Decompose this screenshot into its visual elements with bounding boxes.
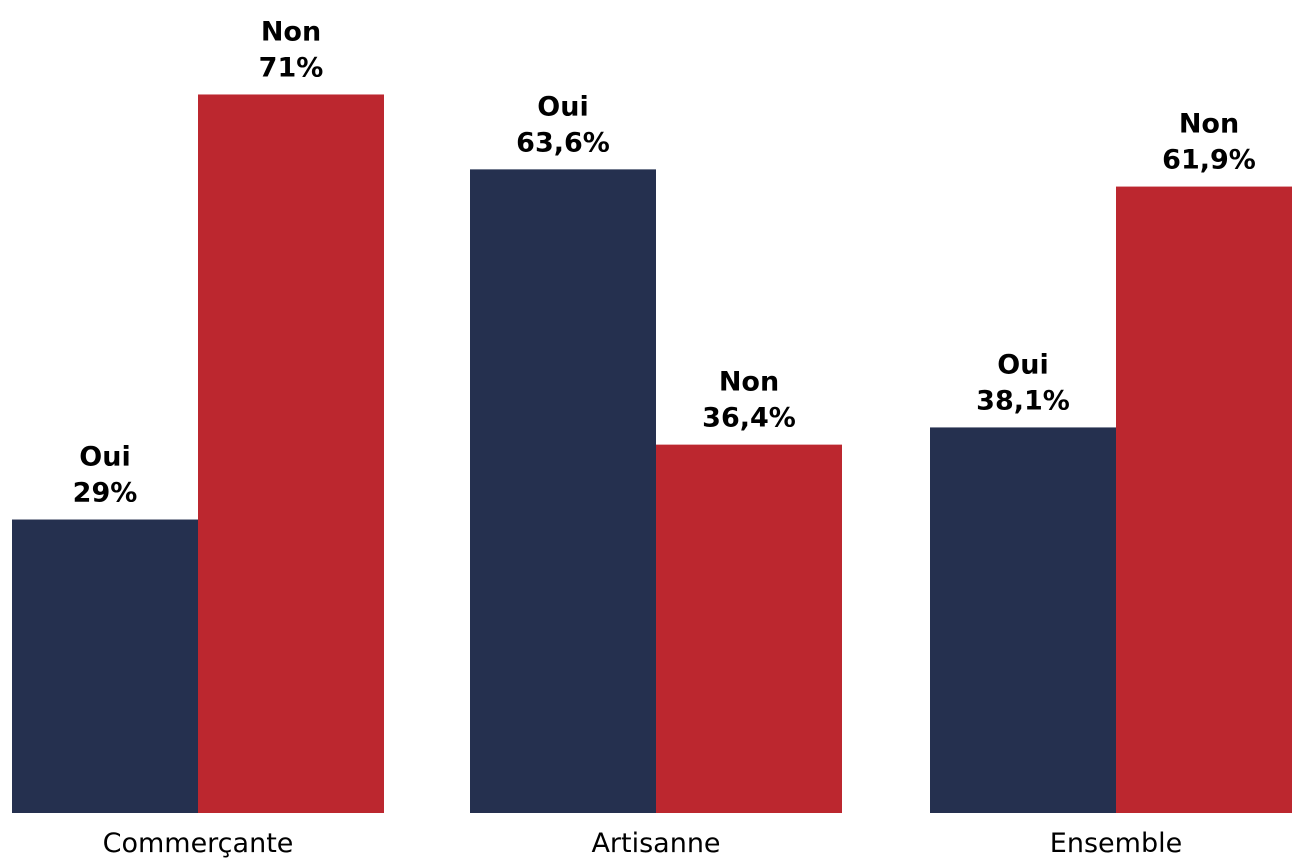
bar-artisanne-oui [470, 169, 656, 814]
category-label-ensemble: Ensemble [1050, 828, 1182, 859]
series-label-commercante-non: Non [261, 16, 321, 47]
value-label-ensemble-non: 61,9% [1162, 145, 1256, 176]
bar-artisanne-non [656, 444, 842, 813]
category-labels-layer: Commerçante Artisanne Ensemble [103, 828, 1183, 859]
bars-layer [12, 94, 1292, 814]
value-label-ensemble-oui: 38,1% [976, 385, 1070, 416]
bar-ensemble-non [1116, 186, 1292, 813]
series-label-ensemble-oui: Oui [997, 349, 1048, 380]
bar-ensemble-oui [930, 427, 1116, 813]
bar-commercante-oui [12, 519, 198, 813]
series-label-ensemble-non: Non [1179, 109, 1239, 140]
value-label-commercante-oui: 29% [73, 478, 138, 509]
value-label-artisanne-non: 36,4% [702, 403, 796, 434]
category-label-commercante: Commerçante [103, 828, 294, 859]
series-label-commercante-oui: Oui [79, 442, 130, 473]
series-label-artisanne-oui: Oui [537, 91, 588, 122]
value-label-artisanne-oui: 63,6% [516, 127, 610, 158]
bar-commercante-non [198, 94, 384, 814]
labels-layer: Oui 29% Non 71% Oui 63,6% Non 36,4% Oui 38,1% Non 6… [73, 16, 1256, 508]
value-label-commercante-non: 71% [259, 52, 324, 83]
category-label-artisanne: Artisanne [591, 828, 720, 859]
series-label-artisanne-non: Non [719, 367, 779, 398]
